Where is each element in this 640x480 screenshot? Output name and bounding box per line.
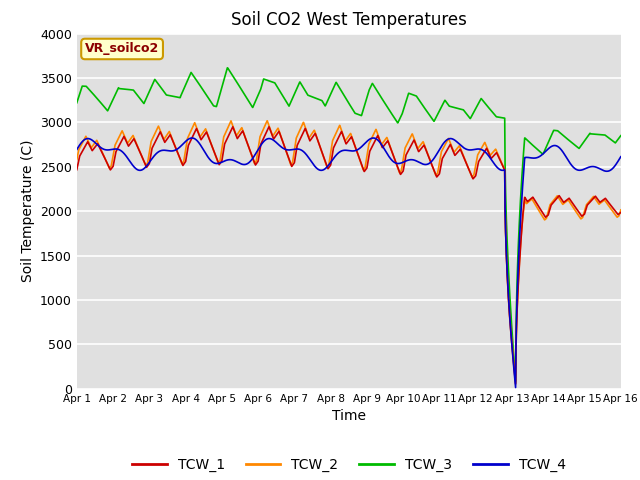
Y-axis label: Soil Temperature (C): Soil Temperature (C): [20, 140, 35, 282]
X-axis label: Time: Time: [332, 409, 366, 423]
Title: Soil CO2 West Temperatures: Soil CO2 West Temperatures: [231, 11, 467, 29]
Legend: TCW_1, TCW_2, TCW_3, TCW_4: TCW_1, TCW_2, TCW_3, TCW_4: [126, 453, 572, 478]
Text: VR_soilco2: VR_soilco2: [85, 42, 159, 56]
